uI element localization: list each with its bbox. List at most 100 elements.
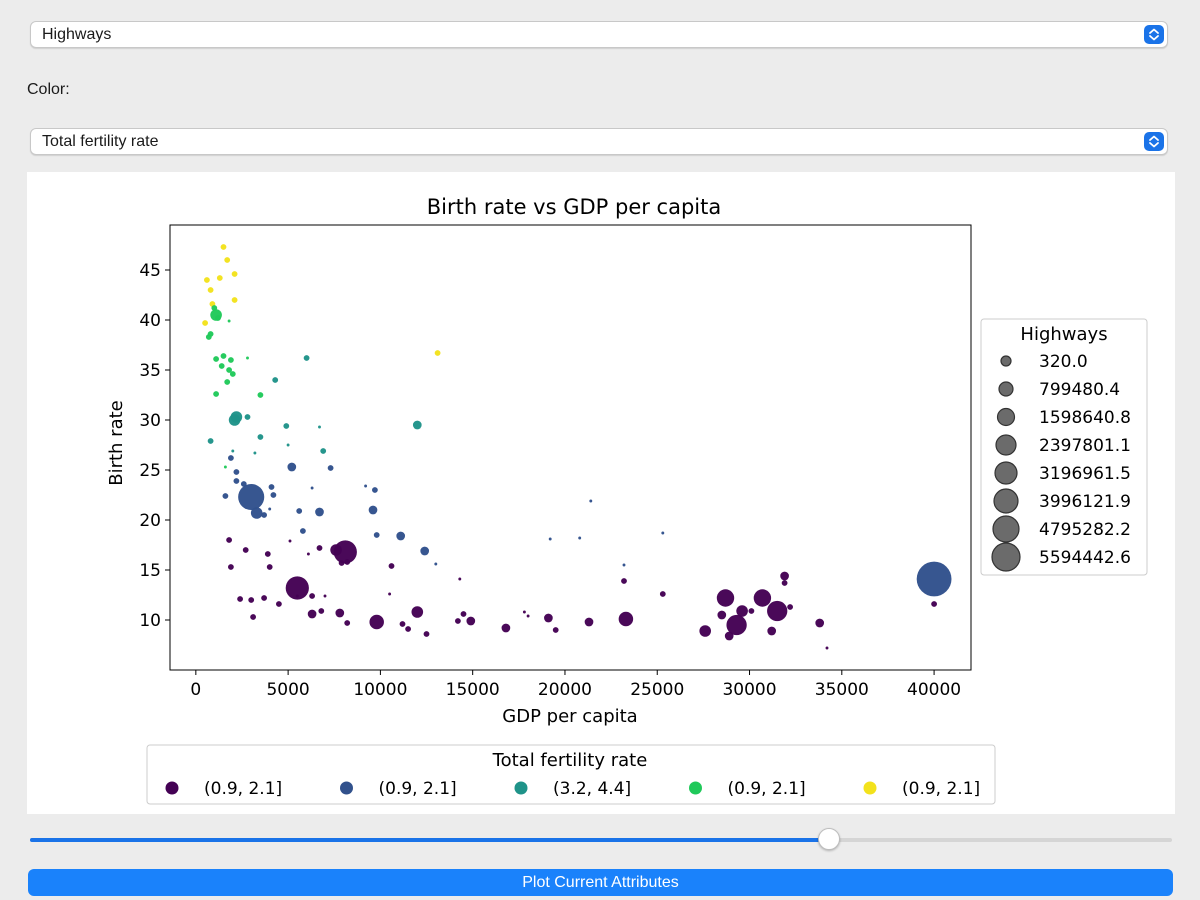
data-point [213,391,220,397]
data-point [552,627,559,633]
data-point [242,547,249,553]
data-point [661,531,665,535]
data-point [229,371,236,377]
data-point [335,608,345,618]
y-tick-label: 35 [139,361,161,381]
data-point [717,610,727,620]
data-point [388,592,392,596]
data-point [466,616,476,626]
color-attribute-select[interactable]: Total fertility rate [30,128,1168,155]
data-point [300,528,306,534]
data-point [372,487,378,493]
data-point [544,613,553,623]
y-tick-label: 15 [139,561,161,581]
data-point [220,353,227,359]
size-legend-box [980,318,1148,576]
slider-track[interactable] [30,838,1172,842]
data-point [261,595,267,601]
data-point [548,537,552,541]
data-point [233,478,240,484]
data-point [257,434,264,440]
data-point [307,609,317,619]
data-point [309,593,315,599]
slider-knob[interactable] [818,828,841,850]
data-point [218,363,225,369]
color-legend-label: (0.9, 2.1] [902,779,980,799]
data-point [460,611,467,617]
data-point [318,608,325,614]
data-point [931,601,937,607]
data-point [261,512,267,518]
data-point [233,469,240,475]
data-point [287,462,297,472]
size-legend-marker [992,515,1020,543]
size-legend-marker [996,407,1016,427]
data-point [266,564,273,570]
data-point [250,614,256,620]
color-legend-label: (3.2, 4.4] [553,779,631,799]
data-point [618,611,634,627]
data-point [412,420,422,430]
y-tick-label: 20 [139,511,161,531]
color-legend-label: (0.9, 2.1] [379,779,457,799]
data-point [815,618,825,628]
size-legend-label: 3996121.9 [1039,492,1131,512]
color-legend-marker [514,781,528,795]
color-legend-marker [165,781,179,795]
data-point [268,484,275,490]
data-point [226,537,233,543]
size-attribute-select[interactable]: Highways [30,21,1168,48]
data-point [916,561,952,597]
data-point [411,606,424,618]
data-point [501,623,511,633]
chart-title: Birth rate vs GDP per capita [427,195,722,219]
data-point [589,499,593,503]
data-point [288,539,292,543]
color-legend-label: (0.9, 2.1] [204,779,282,799]
data-point [787,604,793,610]
data-point [622,563,626,567]
plot-area [169,224,972,671]
data-point [344,559,351,565]
data-point [399,621,406,627]
data-point [224,379,231,385]
data-point [237,596,244,602]
x-tick-label: 5000 [266,680,309,700]
y-tick-label: 30 [139,411,161,431]
color-attribute-value: Total fertility rate [42,133,159,150]
data-point [207,438,214,444]
x-tick-label: 25000 [630,680,684,700]
data-point [257,392,264,398]
color-legend-box [146,744,996,805]
size-legend-marker [995,434,1017,456]
data-point [373,532,380,538]
data-point [405,626,411,632]
x-axis-label: GDP per capita [502,706,637,727]
data-point [226,367,233,373]
y-tick-label: 45 [139,261,161,281]
data-point [726,614,747,636]
data-point [224,257,231,263]
data-point [228,357,234,363]
data-point [231,271,238,277]
data-point [202,320,209,326]
data-point [207,331,214,337]
scatter-chart: Birth rate vs GDP per capita 0 5000 10000 1… [106,195,1148,805]
data-point [315,507,324,517]
data-point [296,508,303,514]
size-legend-label: 1598640.8 [1039,408,1131,428]
data-point [295,594,299,598]
data-point [434,350,441,356]
x-tick-label: 15000 [446,680,500,700]
data-point [215,315,221,321]
slider-fill [30,838,830,842]
size-attribute-value: Highways [42,26,112,43]
size-legend-title: Highways [1020,324,1107,345]
data-point [228,564,234,570]
data-point [522,610,526,614]
data-point [767,600,788,622]
data-point [327,465,334,471]
y-axis-ticks: 10 15 20 25 30 35 40 45 [139,261,170,631]
plot-current-attributes-button[interactable]: Plot Current Attributes [28,869,1173,896]
data-point [228,414,241,426]
